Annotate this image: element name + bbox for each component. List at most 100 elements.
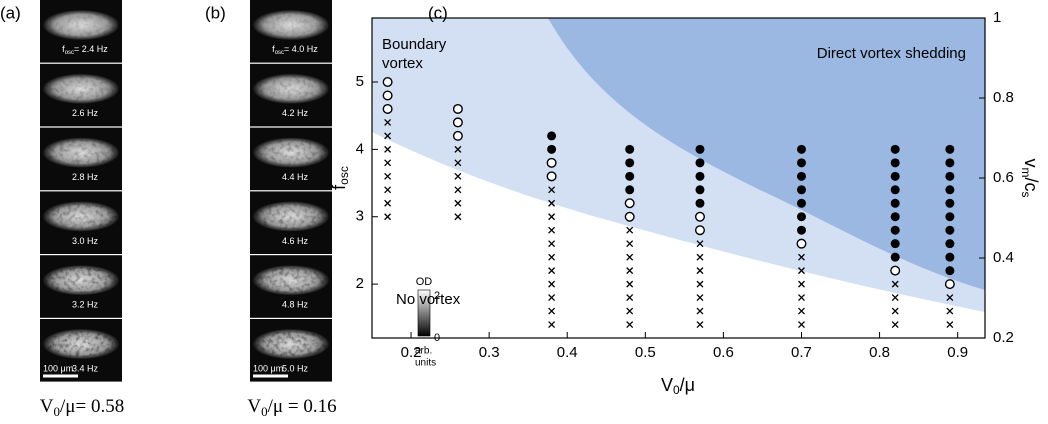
y-tick-label: 5 bbox=[356, 73, 364, 90]
cloud-texture bbox=[255, 75, 327, 102]
frame-label: fosc= 2.4 Hz bbox=[62, 44, 108, 55]
filled-marker bbox=[796, 144, 806, 154]
filled-marker bbox=[890, 252, 900, 262]
frame-label: 3.2 Hz bbox=[72, 300, 99, 310]
frame-label: 4.6 Hz bbox=[282, 236, 309, 246]
open-marker bbox=[546, 171, 557, 182]
cross-marker bbox=[626, 226, 634, 234]
y2-tick-label: 0.6 bbox=[993, 169, 1014, 186]
filled-marker bbox=[890, 171, 900, 181]
open-marker bbox=[382, 103, 393, 114]
cross-marker bbox=[548, 280, 556, 288]
open-marker bbox=[546, 157, 557, 168]
cross-marker bbox=[626, 321, 634, 328]
annotation: Boundary bbox=[382, 36, 447, 53]
open-marker bbox=[890, 265, 901, 276]
subscript: osc bbox=[65, 50, 74, 56]
cloud-texture bbox=[45, 267, 117, 294]
cloud-texture bbox=[255, 203, 327, 230]
filled-marker bbox=[890, 212, 900, 222]
cross-marker bbox=[454, 145, 462, 153]
cross-marker bbox=[626, 267, 634, 275]
y-tick-label: 3 bbox=[356, 208, 364, 225]
filled-marker bbox=[547, 144, 557, 154]
filled-marker bbox=[945, 252, 955, 262]
cross-marker bbox=[548, 267, 556, 275]
panel-label: (a) bbox=[0, 3, 21, 22]
subscript: 0 bbox=[261, 404, 268, 419]
x-tick-label: 0.4 bbox=[557, 344, 578, 361]
filled-marker bbox=[945, 185, 955, 195]
cross-marker bbox=[548, 307, 556, 315]
cross-marker bbox=[548, 213, 556, 221]
cloud-texture bbox=[255, 331, 327, 357]
cross-marker bbox=[696, 280, 704, 288]
cross-marker bbox=[548, 294, 556, 302]
cross-marker bbox=[798, 307, 805, 315]
cross-marker bbox=[798, 294, 805, 302]
cross-marker bbox=[626, 240, 634, 248]
filled-marker bbox=[625, 158, 635, 168]
filled-marker bbox=[695, 185, 705, 195]
y2-tick-label: 0.8 bbox=[993, 89, 1014, 106]
cloud-texture bbox=[255, 267, 327, 294]
open-marker bbox=[382, 76, 393, 87]
symbol: V bbox=[40, 396, 54, 417]
filled-marker bbox=[796, 198, 806, 208]
cross-marker bbox=[696, 240, 704, 248]
cross-marker bbox=[384, 145, 392, 153]
cross-marker bbox=[384, 172, 392, 180]
filled-marker bbox=[890, 185, 900, 195]
filled-marker bbox=[890, 198, 900, 208]
filled-marker bbox=[625, 144, 635, 154]
cross-marker bbox=[798, 253, 805, 261]
filled-marker bbox=[890, 144, 900, 154]
cross-marker bbox=[384, 118, 392, 126]
cross-marker bbox=[454, 213, 462, 221]
filled-marker bbox=[796, 185, 806, 195]
cross-marker bbox=[384, 132, 392, 140]
label: = 2.4 Hz bbox=[74, 44, 108, 54]
cross-marker bbox=[798, 267, 805, 275]
filled-marker bbox=[945, 171, 955, 181]
open-marker bbox=[452, 103, 463, 114]
colorbar-max: 2 bbox=[434, 290, 440, 302]
cross-marker bbox=[696, 267, 704, 275]
frame-label: 2.6 Hz bbox=[72, 108, 99, 118]
y2-tick-label: 1 bbox=[993, 9, 1001, 26]
x-tick-label: 0.2 bbox=[401, 344, 422, 361]
chart: 0.2 0.3 0.4 0.5 0.6 0.7 0.8 0.9 2 3 4 5 0.2 0.4 0.6 0.8… bbox=[356, 9, 1014, 361]
annotation: Direct vortex shedding bbox=[817, 45, 966, 62]
frame-label: 4.2 Hz bbox=[282, 108, 309, 118]
y-axis-label: fosc bbox=[329, 166, 351, 190]
cross-marker bbox=[696, 321, 704, 328]
open-marker bbox=[624, 211, 635, 222]
open-marker bbox=[796, 238, 807, 249]
cloud-texture bbox=[45, 75, 117, 102]
cross-marker bbox=[384, 159, 392, 167]
cross-marker bbox=[454, 199, 462, 207]
cross-marker bbox=[626, 294, 634, 302]
cross-marker bbox=[696, 253, 704, 261]
filled-marker bbox=[796, 225, 806, 235]
y2-axis-label: vm/cs bbox=[1019, 158, 1041, 197]
scale-bar-label: 100 μm bbox=[253, 363, 283, 373]
cross-marker bbox=[548, 321, 556, 328]
filled-marker bbox=[695, 171, 705, 181]
cross-marker bbox=[891, 280, 899, 288]
annotation: No vortex bbox=[396, 291, 461, 308]
cross-marker bbox=[454, 159, 462, 167]
cross-marker bbox=[696, 307, 704, 315]
open-marker bbox=[452, 130, 463, 141]
filled-marker bbox=[890, 158, 900, 168]
cross-marker bbox=[798, 321, 805, 328]
regions bbox=[372, 18, 985, 312]
y2-tick-label: 0.2 bbox=[993, 329, 1014, 346]
x-tick-label: 0.3 bbox=[479, 344, 500, 361]
cross-marker bbox=[454, 186, 462, 194]
cross-marker bbox=[891, 294, 899, 302]
cross-marker bbox=[798, 280, 805, 288]
cloud-texture bbox=[45, 331, 117, 357]
cross-marker bbox=[891, 307, 899, 315]
